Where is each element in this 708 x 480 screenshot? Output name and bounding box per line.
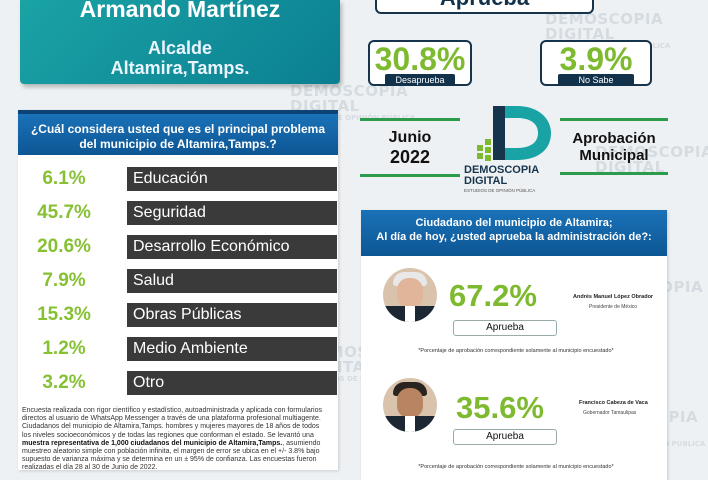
methodology-note: Encuesta realizada con rigor científico … bbox=[22, 407, 322, 472]
unknown-value: 3.9% bbox=[559, 41, 633, 77]
governor-approval-value: 35.6% bbox=[456, 390, 544, 425]
problem-row-public-works: 15.3% Obras Públicas bbox=[18, 303, 338, 327]
survey-month: Junio bbox=[388, 129, 432, 146]
mayor-name: Armando Martínez bbox=[79, 0, 281, 22]
governor-avatar bbox=[383, 378, 437, 432]
problem-label: Desarrollo Económico bbox=[127, 235, 337, 259]
header-card: Armando Martínez Alcalde Altamira,Tamps. bbox=[20, 0, 340, 84]
problem-row-environment: 1.2% Medio Ambiente bbox=[18, 337, 338, 361]
president-note: *Porcentaje de aprobación correspondient… bbox=[418, 348, 614, 354]
disapprove-value: 30.8% bbox=[374, 41, 466, 77]
problem-question: ¿Cuál considera usted que es el principa… bbox=[18, 110, 338, 155]
approval-question: Ciudadano del municipio de Altamira; Al … bbox=[361, 210, 667, 256]
governor-approval-label: Aprueba bbox=[453, 429, 557, 445]
disapprove-stat: 30.8% Desaprueba bbox=[368, 40, 472, 86]
problem-pct: 7.9% bbox=[42, 270, 86, 291]
approval-heading: Aprobación Municipal bbox=[560, 118, 668, 175]
problem-row-other: 3.2% Otro bbox=[18, 371, 338, 395]
disapprove-label: Desaprueba bbox=[385, 74, 455, 86]
unknown-stat: 3.9% No Sabe bbox=[540, 40, 652, 86]
problem-label: Salud bbox=[127, 269, 337, 293]
problem-pct: 45.7% bbox=[37, 202, 91, 223]
governor-role: Gobernador Tamaulipas bbox=[583, 410, 637, 416]
unknown-label: No Sabe bbox=[558, 74, 634, 86]
logo-tagline: ESTUDIOS DE OPINIÓN PÚBLICA bbox=[464, 188, 536, 193]
problem-label: Seguridad bbox=[127, 201, 337, 225]
problem-pct: 3.2% bbox=[42, 372, 86, 393]
problem-row-education: 6.1% Educación bbox=[18, 167, 338, 191]
survey-year: 2022 bbox=[389, 147, 431, 167]
problem-pct: 1.2% bbox=[42, 338, 86, 359]
approve-pill: Aprueba bbox=[375, 0, 594, 14]
problem-pct: 6.1% bbox=[42, 168, 86, 189]
president-avatar bbox=[383, 268, 437, 322]
governor-name: Francisco Cabeza de Vaca bbox=[579, 400, 648, 406]
problem-row-economy: 20.6% Desarrollo Económico bbox=[18, 235, 338, 259]
logo-text: DEMOSCOPIA DIGITAL bbox=[464, 164, 540, 187]
president-approval-label: Aprueba bbox=[453, 320, 557, 336]
president-role: Presidente de México bbox=[589, 304, 638, 310]
problem-pct: 15.3% bbox=[37, 304, 91, 325]
president-approval-value: 67.2% bbox=[449, 278, 537, 313]
problem-row-security: 45.7% Seguridad bbox=[18, 201, 338, 225]
mayor-place: Altamira,Tamps. bbox=[110, 58, 250, 78]
problem-panel: ¿Cuál considera usted que es el principa… bbox=[18, 110, 338, 470]
problem-row-health: 7.9% Salud bbox=[18, 269, 338, 293]
president-name: Andrés Manuel López Obrador bbox=[573, 294, 654, 300]
problem-label: Otro bbox=[127, 371, 337, 395]
mayor-role: Alcalde bbox=[147, 38, 213, 58]
problem-label: Medio Ambiente bbox=[127, 337, 337, 361]
governor-note: *Porcentaje de aprobación correspondient… bbox=[418, 464, 614, 470]
problem-pct: 20.6% bbox=[37, 236, 91, 257]
demoscopia-logo: DEMOSCOPIA DIGITAL ESTUDIOS DE OPINIÓN PÚ… bbox=[464, 103, 555, 193]
approval-panel: Ciudadano del municipio de Altamira; Al … bbox=[361, 210, 667, 480]
logo-mark bbox=[477, 106, 551, 161]
survey-date: Junio 2022 bbox=[360, 118, 460, 177]
problem-label: Educación bbox=[127, 167, 337, 191]
problem-label: Obras Públicas bbox=[127, 303, 337, 327]
